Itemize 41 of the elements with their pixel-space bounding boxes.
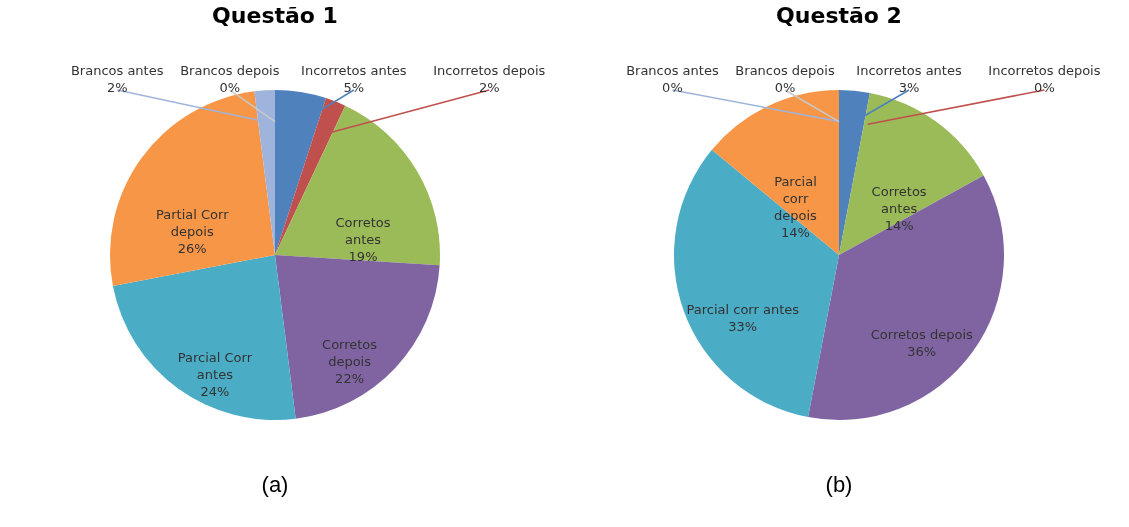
data-label: 19% — [348, 248, 378, 264]
slice-label: Parcial Corr antes — [177, 349, 253, 382]
slice-label: Parcial corr antes — [686, 301, 800, 317]
text: (a) — [261, 472, 289, 497]
pie-slice — [275, 105, 440, 266]
pie-slice — [674, 149, 839, 418]
text: 0% — [1034, 80, 1055, 95]
category-label: Incorretos depois — [988, 63, 1101, 78]
slice-label: Corretos antes — [871, 184, 927, 217]
slice-label: Corretos antes — [335, 214, 391, 247]
data-label: 36% — [907, 344, 937, 360]
slice-label: Brancos antes — [70, 63, 164, 78]
text: 0% — [774, 80, 796, 95]
data-label: 5% — [343, 80, 365, 95]
data-label: 3% — [898, 80, 920, 95]
slice-label: Incorretos depois — [433, 63, 546, 78]
pie-slice — [839, 92, 984, 255]
slice-label: Incorretos antes — [856, 63, 962, 78]
slice-label: Incorretos antes — [301, 63, 407, 78]
data-label: 14% — [884, 218, 914, 234]
category-label: Brancos antes — [626, 63, 719, 78]
text: (b) — [825, 472, 853, 497]
slice-label: Corretos depois — [322, 337, 378, 370]
text: 0% — [219, 80, 241, 95]
category-label: Brancos depois — [735, 63, 835, 78]
data-label: 2% — [478, 80, 500, 95]
chart-title: Questão 1 — [212, 3, 338, 28]
data-label: 33% — [728, 318, 758, 334]
chart-title: Questão 2 — [776, 3, 902, 28]
pie-slice — [711, 90, 839, 255]
data-label: 24% — [200, 383, 230, 399]
data-label: 14% — [780, 225, 810, 241]
pie-slice — [112, 255, 296, 420]
pie-slice — [110, 91, 275, 286]
slice-label: Partial Corr depois — [156, 206, 230, 239]
data-label: 26% — [177, 240, 207, 256]
data-label: 22% — [335, 371, 365, 387]
text: 0% — [662, 80, 683, 95]
category-label: Brancos depois — [180, 63, 280, 78]
data-label: 2% — [106, 80, 128, 95]
slice-label: Corretos depois — [870, 327, 973, 343]
